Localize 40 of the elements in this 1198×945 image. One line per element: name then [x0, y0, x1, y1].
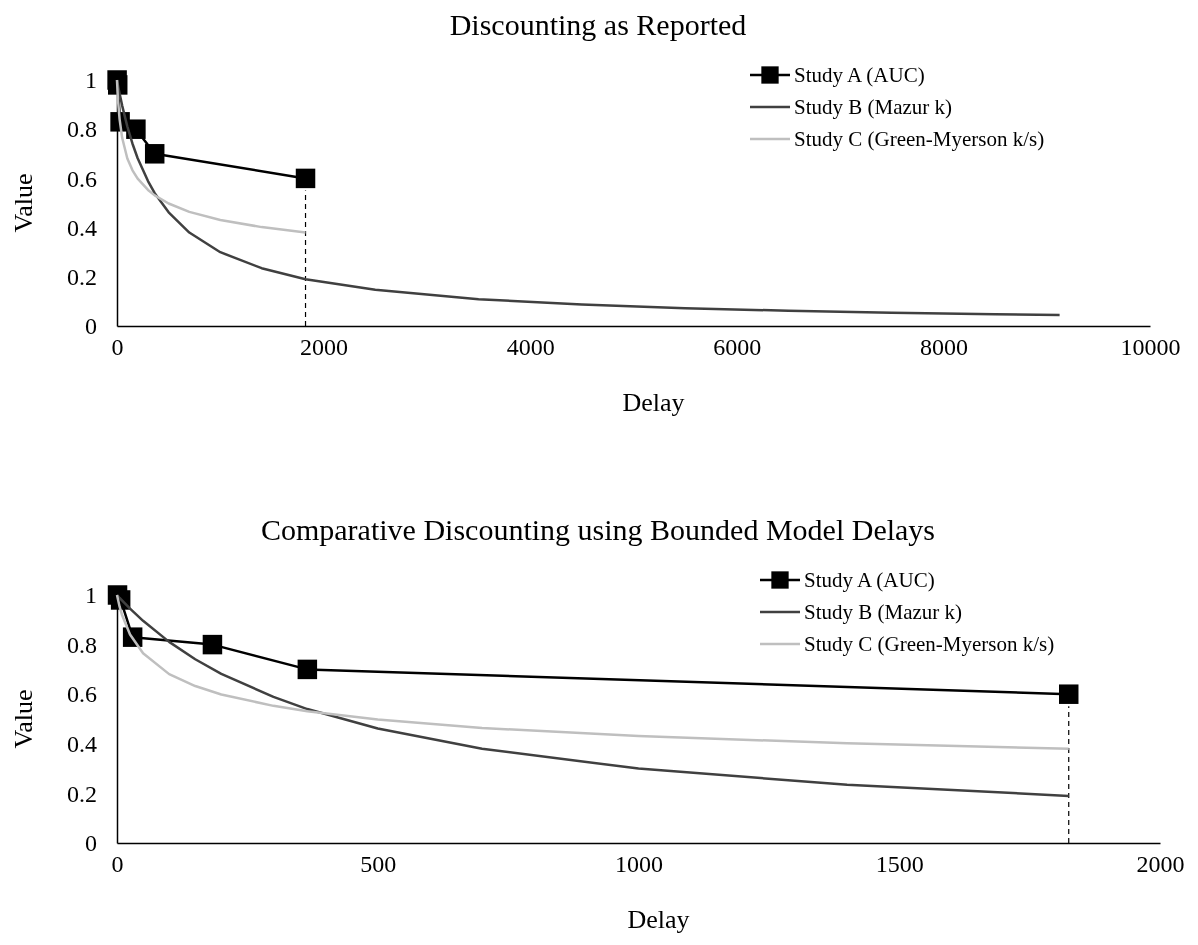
point: [297, 659, 318, 680]
y-axis-title: Value: [9, 173, 38, 233]
y-tick-label: 0.8: [67, 116, 97, 143]
y-tick-label: 0.6: [67, 681, 97, 708]
x-tick-label: 0: [111, 334, 124, 361]
x-tick-label: 2000: [300, 334, 349, 361]
y-tick-label: 0.2: [67, 263, 97, 290]
y-tick-label: 0.4: [67, 214, 97, 241]
legend-label: Study B (Mazur k): [794, 95, 953, 119]
point: [1058, 684, 1079, 704]
x-axis-title: Delay: [627, 905, 690, 934]
x-tick-label: 1500: [875, 851, 924, 878]
chart-title: Discounting as Reported: [449, 8, 747, 41]
x-tick-label: 4000: [506, 334, 555, 361]
y-tick-label: 0.2: [67, 780, 97, 807]
x-tick-label: 8000: [919, 334, 968, 361]
x-tick-label: 500: [360, 851, 397, 878]
x-tick-label: 6000: [713, 334, 762, 361]
point: [295, 168, 316, 189]
legend-label: Study B (Mazur k): [804, 600, 963, 624]
y-tick-label: 0: [85, 313, 97, 340]
legend-label: Study A (AUC): [794, 63, 925, 87]
chart-title: Comparative Discounting using Bounded Model Delays: [260, 513, 936, 546]
y-tick-label: 0.6: [67, 165, 97, 192]
y-tick-label: 1: [85, 582, 97, 609]
y-tick-label: 0.4: [67, 730, 97, 757]
x-axis-title: Delay: [622, 388, 685, 417]
x-tick-label: 1000: [615, 851, 663, 878]
point: [202, 634, 223, 655]
point: [144, 144, 165, 164]
y-tick-label: 0: [85, 830, 97, 857]
legend-label: Study C (Green-Myerson k/s): [794, 127, 1045, 151]
x-tick-label: 10000: [1120, 334, 1181, 361]
legend-label: Study C (Green-Myerson k/s): [804, 632, 1055, 656]
legend-label: Study A (AUC): [804, 568, 935, 592]
y-tick-label: 1: [85, 67, 97, 94]
y-axis-title: Value: [9, 689, 38, 749]
y-tick-label: 0.8: [67, 631, 97, 658]
x-tick-label: 0: [111, 851, 124, 878]
x-tick-label: 2000: [1136, 851, 1185, 878]
